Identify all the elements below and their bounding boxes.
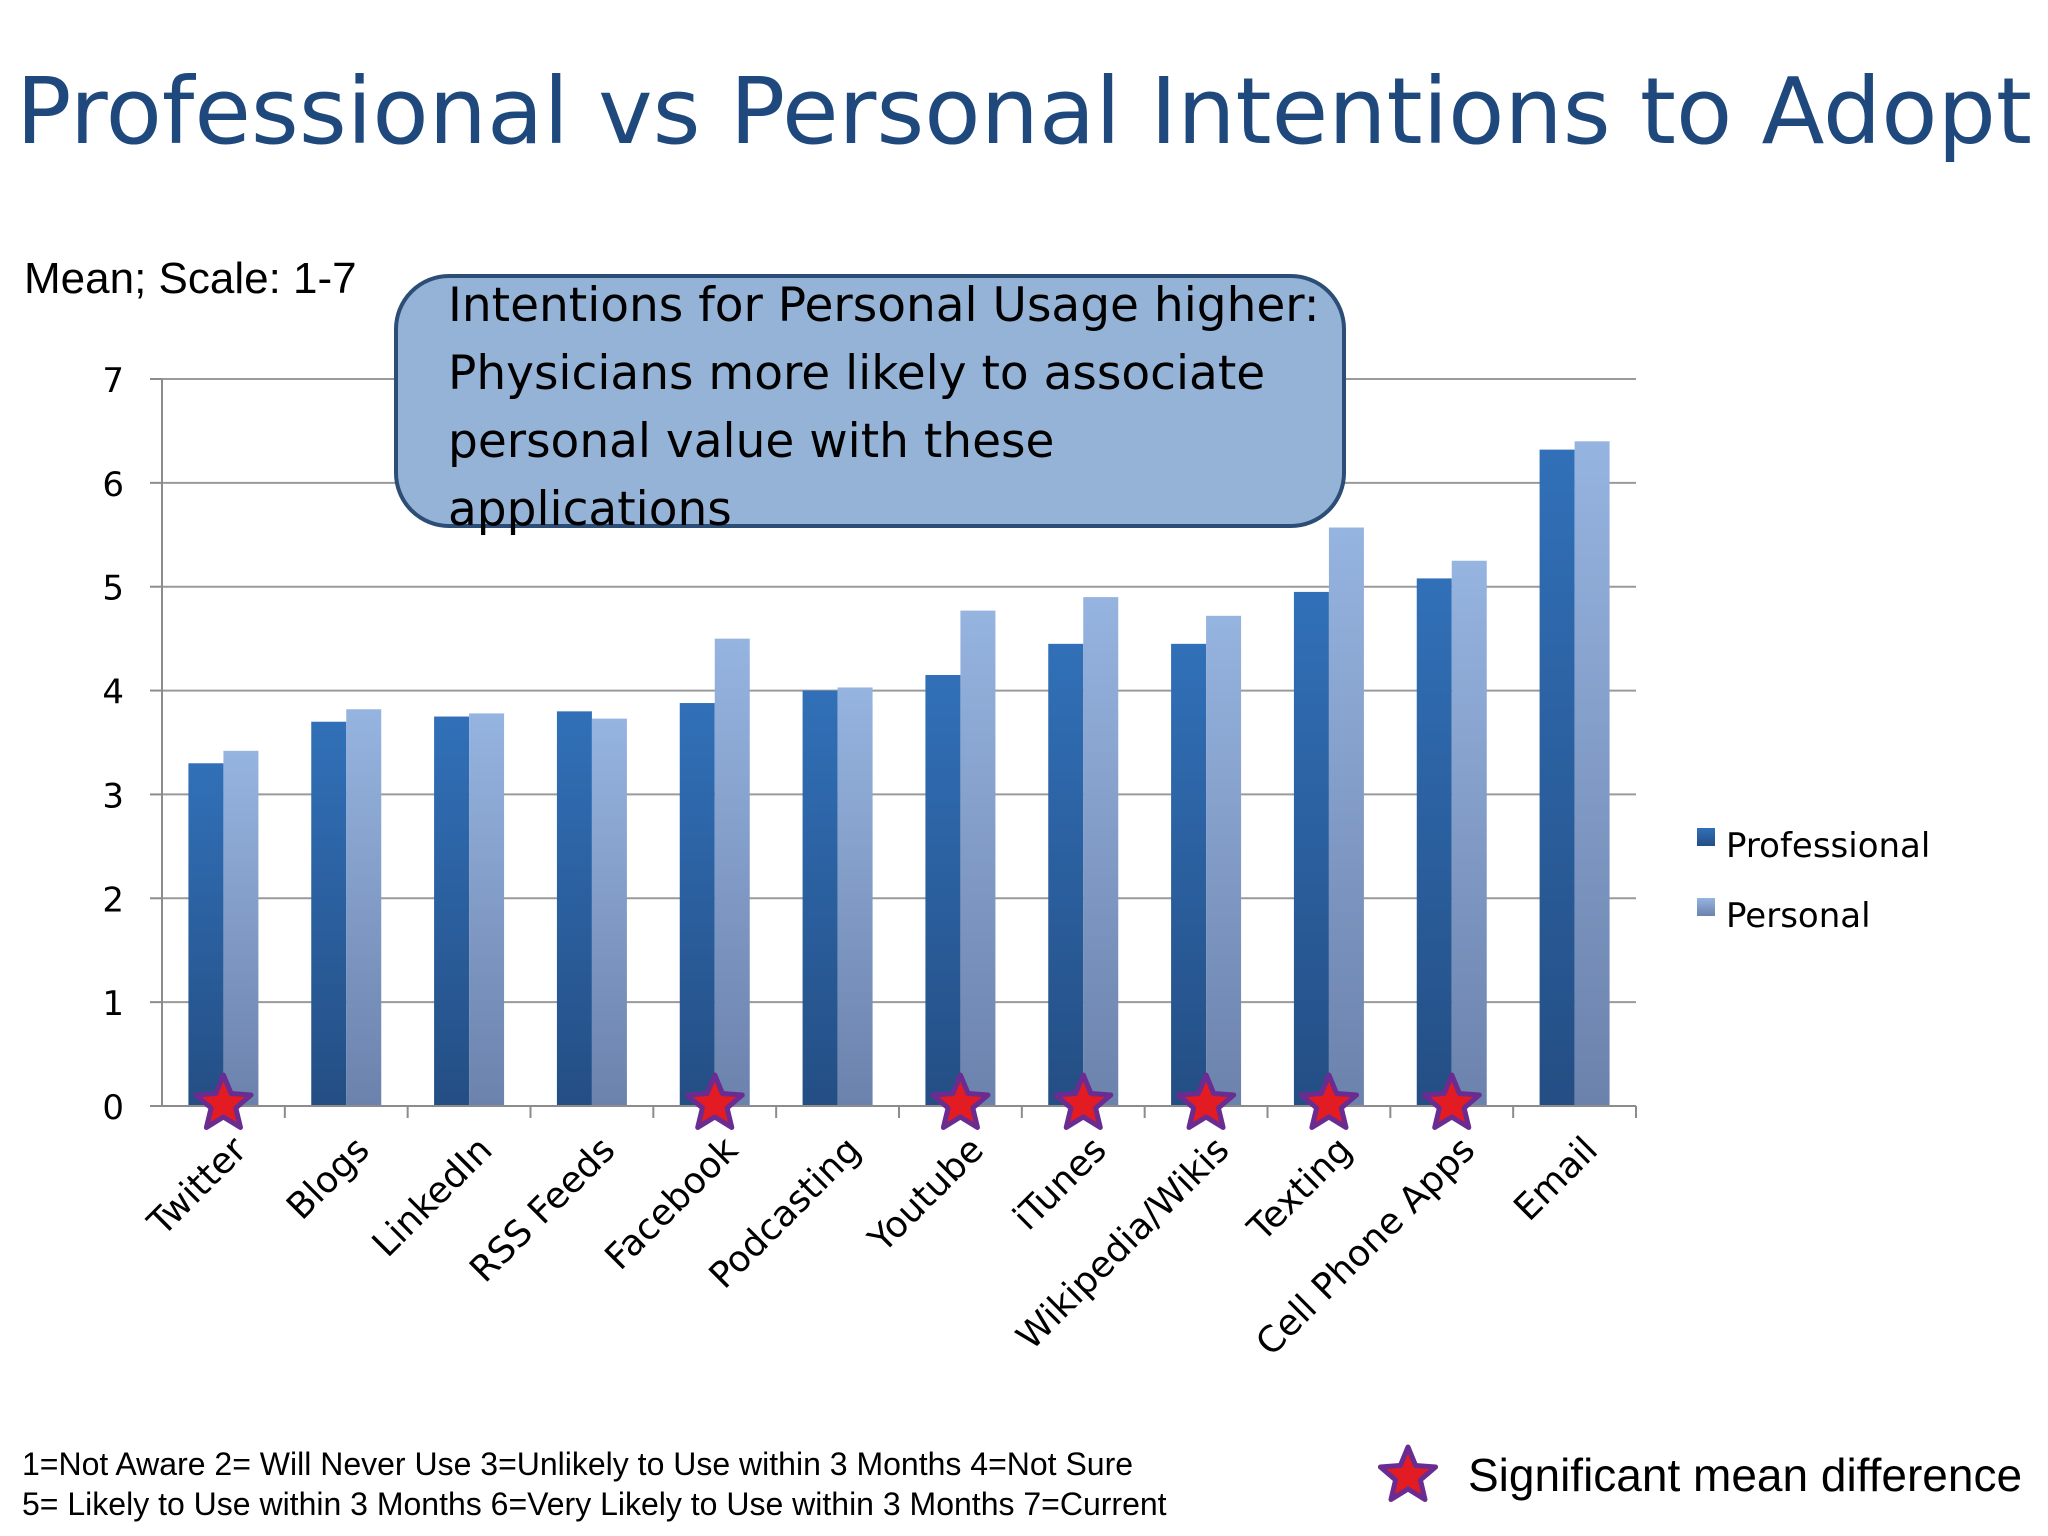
bar-personal bbox=[1206, 615, 1242, 1106]
significance-star-icon bbox=[1176, 1072, 1237, 1130]
x-tick-label: Youtube bbox=[860, 1129, 992, 1261]
bar-professional bbox=[925, 674, 961, 1106]
x-tick-label: Texting bbox=[1240, 1129, 1361, 1250]
callout-box bbox=[394, 274, 1346, 528]
x-tick-label: Cell Phone Apps bbox=[1249, 1129, 1484, 1364]
legend-label-personal: Personal bbox=[1726, 896, 1871, 936]
bar-personal bbox=[1451, 560, 1487, 1106]
scale-legend-line-1: 1=Not Aware 2= Will Never Use 3=Unlikely… bbox=[22, 1446, 1134, 1482]
bar-personal bbox=[960, 610, 996, 1106]
slide-title: Professional vs Personal Intentions to A… bbox=[15, 58, 2032, 165]
bar-personal bbox=[469, 713, 505, 1106]
x-tick-label: Wikipedia/Wikis bbox=[1009, 1129, 1237, 1357]
y-tick-label: 5 bbox=[102, 569, 124, 609]
x-tick-label: Email bbox=[1506, 1129, 1606, 1229]
bar-personal bbox=[1574, 441, 1610, 1106]
bar-professional bbox=[1416, 578, 1452, 1106]
x-tick-label: Twitter bbox=[140, 1129, 255, 1244]
bar-professional bbox=[434, 716, 470, 1106]
bar-personal bbox=[1328, 527, 1364, 1106]
legend-swatch-personal bbox=[1697, 898, 1715, 916]
y-tick-label: 3 bbox=[102, 776, 124, 816]
bar-professional bbox=[1048, 643, 1084, 1106]
legend: Professional Personal bbox=[1697, 826, 1930, 936]
bar-personal bbox=[837, 687, 873, 1106]
x-tick-label: Blogs bbox=[279, 1129, 378, 1228]
axes bbox=[150, 378, 1637, 1118]
bar-professional bbox=[1171, 643, 1207, 1106]
y-tick-label: 1 bbox=[102, 984, 124, 1024]
significance-star-icon bbox=[1421, 1072, 1482, 1130]
bar-professional bbox=[556, 711, 592, 1106]
significance-star-icon bbox=[1298, 1072, 1359, 1130]
significance-star-icon bbox=[1053, 1072, 1114, 1130]
y-tick-label: 6 bbox=[102, 465, 124, 505]
legend-label-professional: Professional bbox=[1726, 826, 1930, 866]
bar-professional bbox=[311, 721, 347, 1106]
bars bbox=[188, 441, 1610, 1106]
x-tick-label: iTunes bbox=[1006, 1129, 1115, 1238]
callout-text: Intentions for Personal Usage higher: Ph… bbox=[448, 278, 1320, 537]
bar-professional bbox=[188, 763, 224, 1106]
bar-personal bbox=[223, 750, 259, 1106]
bar-personal bbox=[714, 638, 750, 1106]
bar-professional bbox=[679, 703, 715, 1106]
y-tick-label: 2 bbox=[102, 880, 124, 920]
y-tick-label: 4 bbox=[102, 673, 124, 713]
legend-swatch-professional bbox=[1697, 828, 1715, 846]
bar-professional bbox=[1293, 591, 1329, 1106]
bar-personal bbox=[1083, 597, 1119, 1106]
bar-personal bbox=[346, 709, 382, 1106]
significance-legend-star-icon bbox=[1377, 1444, 1439, 1502]
bar-professional bbox=[1539, 449, 1575, 1106]
significance-stars bbox=[193, 1072, 1482, 1130]
significance-star-icon bbox=[684, 1072, 745, 1130]
y-tick-label: 7 bbox=[102, 361, 124, 401]
scale-note: Mean; Scale: 1-7 bbox=[24, 254, 357, 303]
bar-professional bbox=[802, 690, 838, 1106]
significance-star-icon bbox=[930, 1072, 991, 1130]
significance-legend-label: Significant mean difference bbox=[1468, 1449, 2023, 1501]
bar-personal bbox=[591, 718, 627, 1106]
significance-star-icon bbox=[193, 1072, 254, 1130]
scale-legend-line-2: 5= Likely to Use within 3 Months 6=Very … bbox=[22, 1486, 1167, 1522]
y-tick-label: 0 bbox=[102, 1088, 124, 1128]
